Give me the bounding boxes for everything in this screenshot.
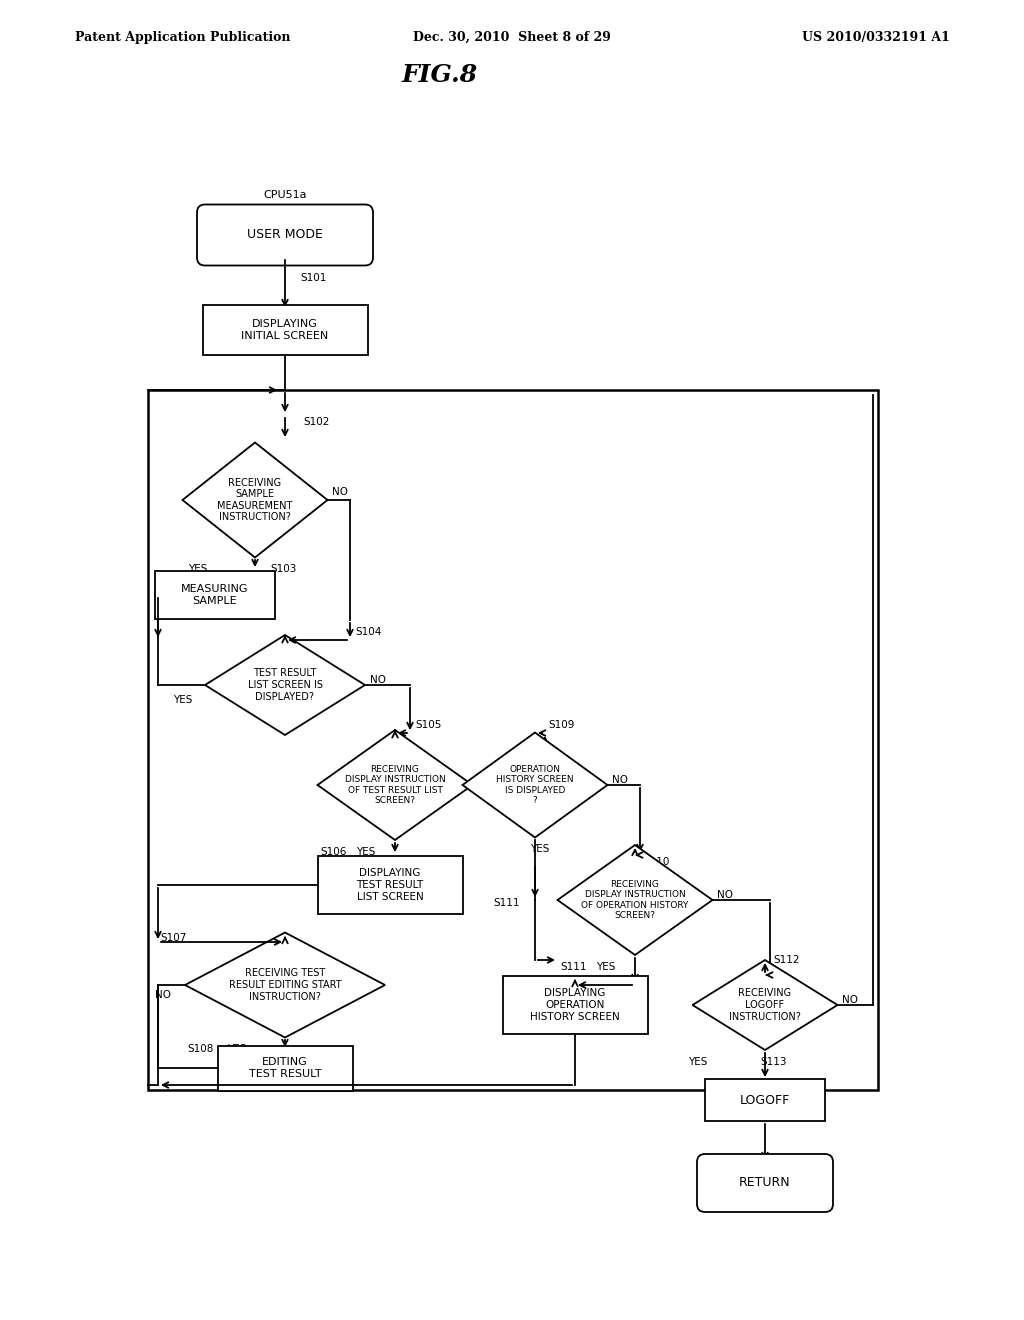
Text: S104: S104 <box>355 627 381 638</box>
Text: YES: YES <box>188 564 208 574</box>
Text: YES: YES <box>173 696 193 705</box>
Text: YES: YES <box>227 1044 247 1053</box>
Text: NO: NO <box>612 775 628 785</box>
Text: S102: S102 <box>303 417 330 426</box>
Text: RECEIVING
DISPLAY INSTRUCTION
OF TEST RESULT LIST
SCREEN?: RECEIVING DISPLAY INSTRUCTION OF TEST RE… <box>345 764 445 805</box>
Text: S107: S107 <box>160 933 186 942</box>
Bar <box>203 305 368 355</box>
Polygon shape <box>463 733 607 837</box>
Text: US 2010/0332191 A1: US 2010/0332191 A1 <box>802 30 950 44</box>
Bar <box>148 389 878 1090</box>
Text: DISPLAYING
TEST RESULT
LIST SCREEN: DISPLAYING TEST RESULT LIST SCREEN <box>356 869 424 902</box>
Polygon shape <box>557 845 713 954</box>
Bar <box>503 975 647 1034</box>
Text: DISPLAYING
OPERATION
HISTORY SCREEN: DISPLAYING OPERATION HISTORY SCREEN <box>530 989 620 1022</box>
Text: S108: S108 <box>187 1044 213 1053</box>
Polygon shape <box>317 730 472 840</box>
Bar <box>217 1045 352 1090</box>
Bar <box>317 855 463 913</box>
Polygon shape <box>182 442 328 557</box>
Text: S111: S111 <box>560 962 587 972</box>
Polygon shape <box>692 960 838 1049</box>
Text: S112: S112 <box>773 954 800 965</box>
Text: NO: NO <box>370 675 386 685</box>
Text: S110: S110 <box>643 857 670 867</box>
Bar <box>705 1078 825 1121</box>
FancyBboxPatch shape <box>197 205 373 265</box>
Text: S105: S105 <box>415 719 441 730</box>
Text: NO: NO <box>842 995 858 1005</box>
Text: YES: YES <box>688 1057 708 1067</box>
Text: S103: S103 <box>270 564 296 574</box>
Text: NO: NO <box>155 990 171 1001</box>
Text: S113: S113 <box>760 1057 786 1067</box>
Polygon shape <box>205 635 365 735</box>
Text: S101: S101 <box>300 273 327 282</box>
Text: NO: NO <box>477 775 493 785</box>
Text: DISPLAYING
INITIAL SCREEN: DISPLAYING INITIAL SCREEN <box>242 319 329 341</box>
Bar <box>155 572 275 619</box>
FancyBboxPatch shape <box>697 1154 833 1212</box>
Text: MEASURING
SAMPLE: MEASURING SAMPLE <box>181 585 249 606</box>
Text: EDITING
TEST RESULT: EDITING TEST RESULT <box>249 1057 322 1078</box>
Text: RECEIVING
DISPLAY INSTRUCTION
OF OPERATION HISTORY
SCREEN?: RECEIVING DISPLAY INSTRUCTION OF OPERATI… <box>582 880 689 920</box>
Text: FIG.8: FIG.8 <box>402 63 478 87</box>
Text: RECEIVING TEST
RESULT EDITING START
INSTRUCTION?: RECEIVING TEST RESULT EDITING START INST… <box>228 969 341 1002</box>
Text: S111: S111 <box>493 898 519 908</box>
Text: Dec. 30, 2010  Sheet 8 of 29: Dec. 30, 2010 Sheet 8 of 29 <box>413 30 611 44</box>
Text: OPERATION
HISTORY SCREEN
IS DISPLAYED
?: OPERATION HISTORY SCREEN IS DISPLAYED ? <box>497 764 573 805</box>
Text: USER MODE: USER MODE <box>247 228 323 242</box>
Text: NO: NO <box>332 487 348 498</box>
Text: CPU51a: CPU51a <box>263 190 307 201</box>
Text: NO: NO <box>717 890 733 900</box>
Text: YES: YES <box>356 847 376 857</box>
Text: YES: YES <box>596 962 615 972</box>
Text: S109: S109 <box>548 719 574 730</box>
Text: RETURN: RETURN <box>739 1176 791 1189</box>
Polygon shape <box>185 932 385 1038</box>
Text: S106: S106 <box>319 847 346 857</box>
Text: LOGOFF: LOGOFF <box>740 1093 791 1106</box>
Text: RECEIVING
LOGOFF
INSTRUCTION?: RECEIVING LOGOFF INSTRUCTION? <box>729 989 801 1022</box>
Text: Patent Application Publication: Patent Application Publication <box>75 30 291 44</box>
Text: YES: YES <box>530 843 549 854</box>
Text: RECEIVING
SAMPLE
MEASUREMENT
INSTRUCTION?: RECEIVING SAMPLE MEASUREMENT INSTRUCTION… <box>217 478 293 523</box>
Text: TEST RESULT
LIST SCREEN IS
DISPLAYED?: TEST RESULT LIST SCREEN IS DISPLAYED? <box>248 668 323 702</box>
